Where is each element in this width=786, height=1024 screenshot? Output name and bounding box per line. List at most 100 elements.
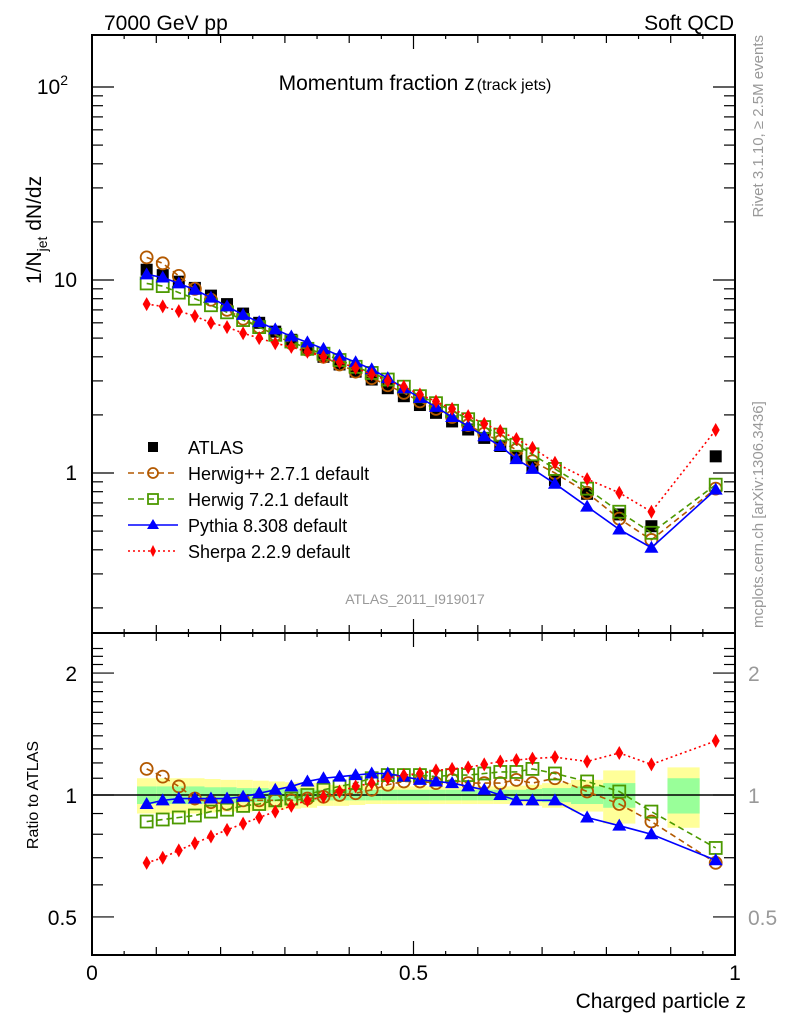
main-point-sherpa-2-2-9-default: [496, 424, 505, 439]
main-point-sherpa-2-2-9-default: [480, 416, 489, 431]
ratio-point-pythia-8-308-default: [525, 793, 540, 806]
ratio-point-sherpa-2-2-9-default: [223, 822, 232, 837]
main-point-herwig-2-7-1-default: [139, 250, 154, 265]
main-point-sherpa-2-2-9-default: [174, 304, 183, 319]
main-point-sherpa-2-2-9-default: [367, 367, 376, 382]
legend: ATLAS Herwig++ 2.7.1 default Herwig 7.2.1 …: [128, 438, 369, 562]
ratio-panel: 2 2 1 1 0.5 0.5 0 0.5 1 Ratio to ATLAS Charged …: [25, 632, 777, 1013]
ratio-point-pythia-8-308-default: [644, 827, 659, 840]
ratio-line-herwig-2-7-1-default: [146, 768, 717, 864]
ratio-point-sherpa-2-2-9-default: [583, 754, 592, 769]
ratio-y-tick-label-right: 1: [748, 785, 760, 808]
main-point-pythia-8-308-default: [477, 429, 492, 442]
ratio-y-axis-label: Ratio to ATLAS: [25, 741, 42, 849]
x-tick-label: 0.5: [399, 962, 428, 985]
ratio-point-pythia-8-308-default: [445, 776, 460, 789]
main-point-sherpa-2-2-9-default: [223, 320, 232, 335]
x-tick-label: 1: [729, 962, 741, 985]
ratio-point-pythia-8-308-default: [348, 768, 363, 781]
analysis-label: ATLAS_2011_I919017: [345, 591, 485, 607]
plot-title-suffix: (track jets): [477, 77, 552, 94]
ratio-point-herwig-7-2-1-default: [644, 804, 659, 819]
main-point-sherpa-2-2-9-default: [583, 472, 592, 487]
plot-title-main: Momentum fraction z: [279, 72, 475, 95]
ratio-point-sherpa-2-2-9-default: [351, 779, 360, 794]
legend-item-sherpa-2-2-9-default: Sherpa 2.2.9 default: [128, 542, 350, 562]
legend-label: Pythia 8.308 default: [188, 516, 347, 536]
main-point-sherpa-2-2-9-default: [271, 336, 280, 351]
ratio-point-sherpa-2-2-9-default: [615, 745, 624, 760]
main-point-sherpa-2-2-9-default: [255, 331, 264, 346]
main-point-sherpa-2-2-9-default: [303, 344, 312, 359]
ratio-y-tick-label: 2: [65, 663, 77, 686]
ratio-point-pythia-8-308-default: [220, 791, 235, 804]
main-panel: 102 10 1 Momentum fraction z (track jets) 1…: [23, 34, 736, 634]
ratio-point-herwig-2-7-1-default: [139, 761, 154, 776]
ratio-point-pythia-8-308-default: [580, 810, 595, 823]
main-point-pythia-8-308-default: [252, 315, 267, 328]
ratio-point-sherpa-2-2-9-default: [550, 750, 559, 765]
ratio-point-sherpa-2-2-9-default: [383, 771, 392, 786]
ratio-point-sherpa-2-2-9-default: [158, 850, 167, 865]
main-point-sherpa-2-2-9-default: [190, 309, 199, 324]
ratio-point-pythia-8-308-default: [612, 818, 627, 831]
ratio-point-herwig-7-2-1-default: [139, 814, 154, 829]
ratio-point-sherpa-2-2-9-default: [190, 836, 199, 851]
ratio-point-sherpa-2-2-9-default: [174, 843, 183, 858]
main-point-pythia-8-308-default: [155, 270, 170, 283]
ratio-point-herwig-7-2-1-default: [155, 812, 170, 827]
legend-marker: [147, 467, 159, 479]
main-point-pythia-8-308-default: [300, 335, 315, 348]
ratio-point-pythia-8-308-default: [461, 779, 476, 792]
y-label-sub: jet: [34, 237, 50, 253]
ratio-point-pythia-8-308-default: [252, 786, 267, 799]
legend-item-herwig-7-2-1-default: Herwig 7.2.1 default: [128, 490, 348, 510]
legend-marker: [150, 545, 156, 557]
main-point-pythia-8-308-default: [268, 322, 283, 335]
legend-label: Sherpa 2.2.9 default: [188, 542, 350, 562]
ratio-point-pythia-8-308-default: [155, 793, 170, 806]
main-point-herwig-7-2-1-default: [644, 525, 659, 540]
y-label-post: dN/dz: [23, 176, 46, 237]
legend-marker: [147, 519, 159, 529]
ratio-point-sherpa-2-2-9-default: [448, 761, 457, 776]
main-point-pythia-8-308-default: [316, 341, 331, 354]
ratio-point-pythia-8-308-default: [364, 766, 379, 779]
main-point-sherpa-2-2-9-default: [528, 440, 537, 455]
ratio-point-sherpa-2-2-9-default: [528, 751, 537, 766]
ratio-point-pythia-8-308-default: [429, 774, 444, 787]
ratio-point-pythia-8-308-default: [284, 779, 299, 792]
main-point-sherpa-2-2-9-default: [512, 432, 521, 447]
main-point-sherpa-2-2-9-default: [399, 379, 408, 394]
main-point-sherpa-2-2-9-default: [206, 315, 215, 330]
main-point-sherpa-2-2-9-default: [351, 360, 360, 375]
ratio-point-sherpa-2-2-9-default: [271, 804, 280, 819]
ratio-point-pythia-8-308-default: [171, 791, 186, 804]
main-point-pythia-8-308-default: [525, 461, 540, 474]
ratio-point-sherpa-2-2-9-default: [255, 810, 264, 825]
ratio-point-sherpa-2-2-9-default: [496, 754, 505, 769]
ratio-point-herwig-7-2-1-default: [171, 810, 186, 825]
y-label-pre: 1/N: [23, 251, 46, 284]
main-y-tick-label: 102: [37, 72, 68, 99]
ratio-y-tick-label-right: 0.5: [748, 907, 777, 930]
main-point-sherpa-2-2-9-default: [319, 349, 328, 364]
ratio-point-pythia-8-308-default: [547, 793, 562, 806]
main-point-pythia-8-308-default: [203, 290, 218, 303]
x-axis-label: Charged particle z: [576, 990, 746, 1013]
header-left-label: 7000 GeV pp: [104, 12, 228, 35]
ratio-point-herwig-7-2-1-default: [580, 774, 595, 789]
ratio-point-pythia-8-308-default: [139, 797, 154, 810]
main-point-sherpa-2-2-9-default: [383, 373, 392, 388]
main-point-pythia-8-308-default: [580, 499, 595, 512]
ratio-point-sherpa-2-2-9-default: [239, 816, 248, 831]
main-point-pythia-8-308-default: [171, 276, 186, 289]
main-point-sherpa-2-2-9-default: [550, 455, 559, 470]
main-y-tick-label: 10: [54, 269, 77, 292]
main-point-pythia-8-308-default: [493, 439, 508, 452]
mcplots-label: mcplots.cern.ch [arXiv:1306.3436]: [750, 401, 767, 628]
ratio-point-sherpa-2-2-9-default: [432, 763, 441, 778]
ratio-point-herwig-2-7-1-default: [155, 769, 170, 784]
ratio-point-herwig-7-2-1-default: [187, 808, 202, 823]
ratio-point-sherpa-2-2-9-default: [206, 829, 215, 844]
